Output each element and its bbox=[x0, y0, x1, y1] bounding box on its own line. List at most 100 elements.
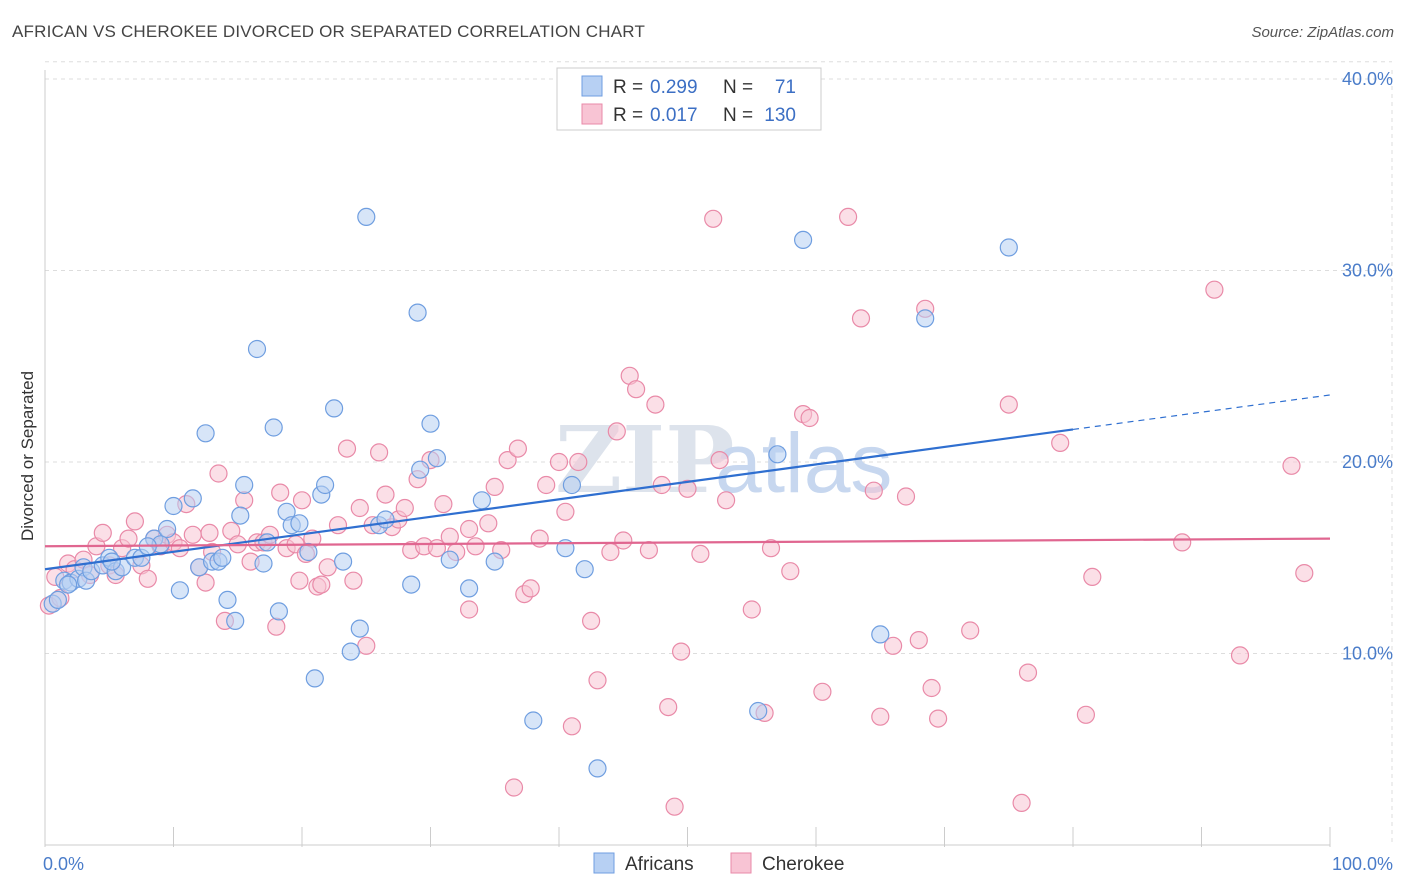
point-cherokee bbox=[909, 630, 928, 650]
point-africans bbox=[768, 445, 787, 464]
legend-r-label-africans: R = bbox=[613, 77, 643, 98]
point-cherokee bbox=[271, 483, 290, 502]
chart-source: Source: ZipAtlas.com bbox=[1251, 24, 1394, 41]
legend-n-value-cherokee: 130 bbox=[764, 105, 796, 126]
x-tick-label: 100.0% bbox=[1332, 854, 1393, 874]
point-africans bbox=[235, 475, 254, 495]
point-cherokee bbox=[1295, 563, 1314, 583]
point-africans bbox=[376, 510, 395, 529]
point-africans bbox=[460, 579, 479, 598]
point-cherokee bbox=[691, 544, 710, 564]
point-cherokee bbox=[607, 422, 626, 441]
y-tick-label: 40.0% bbox=[1342, 69, 1393, 89]
point-cherokee bbox=[626, 380, 646, 399]
point-africans bbox=[440, 550, 459, 569]
point-africans bbox=[871, 625, 890, 644]
point-africans bbox=[472, 491, 491, 510]
point-cherokee bbox=[434, 495, 453, 514]
point-cherokee bbox=[93, 523, 112, 543]
point-cherokee bbox=[267, 617, 286, 636]
point-africans bbox=[575, 560, 594, 579]
point-cherokee bbox=[813, 682, 832, 701]
point-africans bbox=[299, 542, 318, 562]
point-cherokee bbox=[549, 452, 569, 472]
point-cherokee bbox=[896, 487, 916, 506]
point-africans bbox=[793, 230, 813, 249]
legend-r-value-africans: 0.299 bbox=[650, 77, 698, 98]
point-cherokee bbox=[883, 636, 903, 655]
point-cherokee bbox=[312, 575, 331, 594]
point-cherokee bbox=[125, 512, 144, 531]
point-africans bbox=[402, 575, 421, 594]
legend-swatch-africans bbox=[581, 75, 603, 97]
point-cherokee bbox=[376, 485, 395, 504]
point-cherokee bbox=[671, 642, 691, 661]
point-cherokee bbox=[170, 539, 189, 558]
legend: R = 0.299 N = 71 R = 0.017 N = 130 bbox=[556, 67, 822, 131]
point-cherokee bbox=[357, 636, 376, 655]
point-cherokee bbox=[200, 523, 219, 543]
bottom-legend-label-cherokee: Cherokee bbox=[762, 854, 844, 875]
point-africans bbox=[588, 759, 607, 778]
point-cherokee bbox=[1173, 533, 1192, 552]
point-africans bbox=[421, 414, 440, 433]
trend-line-cherokee bbox=[44, 537, 1331, 548]
point-africans bbox=[325, 399, 344, 418]
point-africans bbox=[916, 309, 935, 328]
point-africans bbox=[213, 548, 232, 567]
point-africans bbox=[427, 449, 446, 468]
point-cherokee bbox=[742, 600, 761, 619]
point-cherokee bbox=[864, 481, 883, 500]
point-cherokee bbox=[569, 452, 588, 472]
legend-swatch-cherokee bbox=[581, 103, 603, 125]
point-cherokee bbox=[508, 439, 528, 458]
point-cherokee bbox=[1205, 280, 1224, 299]
legend-n-label-cherokee: N = bbox=[723, 105, 753, 126]
point-cherokee bbox=[659, 697, 678, 717]
point-africans bbox=[524, 711, 543, 730]
data-points bbox=[39, 207, 1314, 816]
point-cherokee bbox=[498, 451, 517, 470]
legend-n-label-africans: N = bbox=[723, 77, 753, 98]
point-cherokee bbox=[1230, 646, 1250, 665]
point-cherokee bbox=[1282, 456, 1301, 475]
gridlines bbox=[45, 61, 1393, 845]
point-africans bbox=[290, 514, 309, 533]
point-cherokee bbox=[562, 717, 582, 736]
point-cherokee bbox=[504, 778, 524, 797]
watermark-atlas: atlas bbox=[715, 416, 892, 510]
point-cherokee bbox=[838, 207, 858, 226]
point-cherokee bbox=[851, 309, 871, 328]
point-cherokee bbox=[556, 502, 575, 521]
point-africans bbox=[749, 701, 768, 721]
point-africans bbox=[350, 619, 369, 638]
legend-r-label-cherokee: R = bbox=[613, 105, 643, 126]
point-africans bbox=[269, 602, 288, 621]
point-cherokee bbox=[781, 562, 800, 581]
x-tick-label: 0.0% bbox=[43, 854, 84, 874]
point-cherokee bbox=[344, 571, 363, 590]
point-africans bbox=[254, 554, 273, 573]
legend-n-value-africans: 71 bbox=[775, 77, 796, 98]
point-cherokee bbox=[665, 797, 684, 816]
point-cherokee bbox=[614, 531, 633, 550]
bottom-legend-label-africans: Africans bbox=[625, 854, 694, 875]
point-africans bbox=[170, 581, 189, 600]
point-africans bbox=[562, 475, 582, 495]
point-africans bbox=[357, 207, 376, 226]
point-cherokee bbox=[521, 579, 540, 598]
point-cherokee bbox=[678, 479, 697, 498]
point-cherokee bbox=[485, 477, 504, 496]
point-cherokee bbox=[119, 529, 138, 548]
point-cherokee bbox=[209, 464, 228, 483]
point-cherokee bbox=[999, 395, 1018, 414]
point-cherokee bbox=[466, 537, 485, 556]
point-cherokee bbox=[704, 209, 723, 228]
point-cherokee bbox=[292, 491, 312, 510]
point-africans bbox=[411, 460, 430, 479]
point-cherokee bbox=[871, 707, 890, 726]
bottom-legend-swatch-africans bbox=[593, 852, 615, 874]
chart-title: AFRICAN VS CHEROKEE DIVORCED OR SEPARATE… bbox=[12, 22, 646, 41]
point-cherokee bbox=[460, 519, 479, 539]
